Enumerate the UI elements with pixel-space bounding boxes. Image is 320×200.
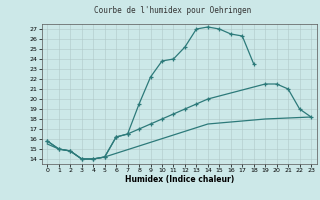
X-axis label: Humidex (Indice chaleur): Humidex (Indice chaleur) bbox=[124, 175, 234, 184]
Text: Courbe de l'humidex pour Oehringen: Courbe de l'humidex pour Oehringen bbox=[94, 6, 252, 15]
